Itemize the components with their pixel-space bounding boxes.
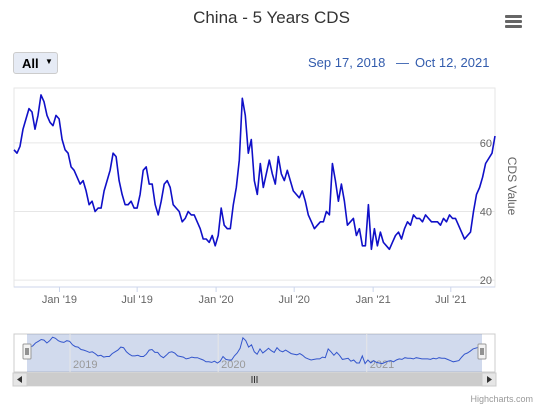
- x-tick-label: Jul '20: [278, 294, 309, 306]
- navigator-left-handle[interactable]: [22, 343, 32, 360]
- navigator-year-label: 2020: [221, 359, 245, 371]
- navigator-selection[interactable]: [27, 334, 482, 372]
- date-from[interactable]: Sep 17, 2018: [308, 55, 386, 70]
- x-tick-label: Jan '20: [199, 294, 234, 306]
- date-to[interactable]: Oct 12, 2021: [415, 55, 490, 70]
- navigator-labels: 2019 2020 2021: [69, 334, 394, 372]
- chart-title: China - 5 Years CDS: [193, 8, 350, 27]
- y-tick-label: 20: [480, 275, 492, 287]
- x-axis: Jan '19 Jul '19 Jan '20 Jul '20 Jan '21 Jul '…: [42, 287, 467, 306]
- navigator-series-line: [26, 336, 483, 365]
- scrollbar[interactable]: [12, 372, 497, 387]
- arrow-left-icon: [17, 376, 22, 383]
- y-tick-label: 40: [480, 207, 492, 219]
- series-line[interactable]: [13, 94, 496, 251]
- navigator-series-group: [26, 336, 483, 365]
- y-tick-label: 60: [480, 138, 492, 150]
- highcharts-credit[interactable]: Highcharts.com: [470, 394, 533, 404]
- y-axis: 20 40 60: [480, 138, 492, 287]
- navigator-year-label: 2019: [73, 359, 97, 371]
- x-tick-label: Jan '21: [356, 294, 391, 306]
- range-selector-dropdown[interactable]: All ▼: [13, 52, 58, 74]
- navigator-right-handle[interactable]: [477, 343, 487, 360]
- navigator[interactable]: 2019 2020 2021: [13, 333, 496, 373]
- grid-lines: [13, 87, 496, 288]
- range-selector-value: All: [22, 56, 39, 71]
- x-tick-label: Jul '21: [435, 294, 466, 306]
- arrow-right-icon: [487, 376, 492, 383]
- series-group[interactable]: [13, 94, 496, 251]
- scrollbar-grip-icon: [251, 376, 258, 383]
- chevron-down-icon: ▼: [45, 57, 53, 66]
- hamburger-menu-icon[interactable]: [505, 15, 522, 29]
- date-separator: —: [396, 55, 409, 70]
- y-axis-label: CDS Value: [505, 157, 519, 216]
- plot-area-border: [13, 87, 496, 288]
- x-tick-label: Jul '19: [121, 294, 152, 306]
- x-tick-label: Jan '19: [42, 294, 77, 306]
